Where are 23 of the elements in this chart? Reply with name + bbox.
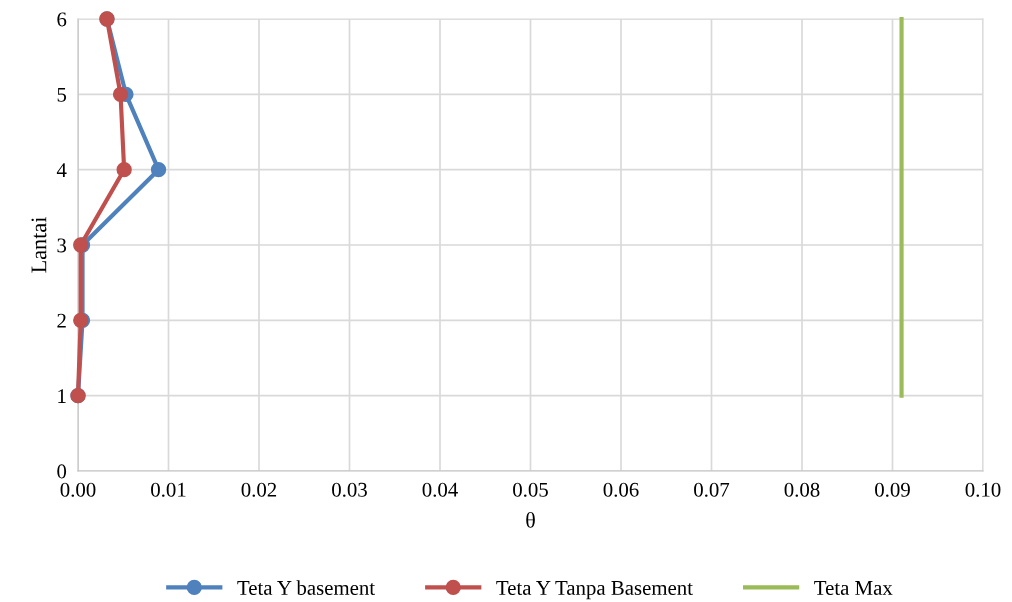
y-tick-label: 6 <box>57 12 67 27</box>
x-tick-label: 0.06 <box>603 482 639 497</box>
y-tick-label: 2 <box>57 313 66 328</box>
x-axis-title: θ <box>526 512 535 528</box>
y-axis-title: Lantai <box>31 217 47 273</box>
legend-label: Teta Max <box>814 581 893 595</box>
x-tick-label: 0.02 <box>241 482 277 497</box>
legend-label: Teta Y Tanpa Basement <box>496 581 693 600</box>
y-tick-label: 1 <box>58 389 66 403</box>
x-tick-label: 0.04 <box>422 482 458 497</box>
y-tick-label: 3 <box>57 238 67 253</box>
x-tick-label: 0.07 <box>694 482 730 497</box>
y-tick-label: 5 <box>57 87 67 102</box>
x-tick-label: 0.09 <box>875 482 910 497</box>
x-tick-label: 0.01 <box>151 482 186 497</box>
x-tick-label: 0.10 <box>965 482 1001 497</box>
y-tick-label: 4 <box>56 163 67 177</box>
x-tick-label: 0.05 <box>513 482 548 497</box>
x-tick-label: 0.08 <box>784 482 820 497</box>
legend-label: Teta Y basement <box>237 580 375 595</box>
y-tick-label: 0 <box>57 464 67 479</box>
x-tick-label: 0.00 <box>60 482 96 497</box>
x-tick-label: 0.03 <box>332 482 367 497</box>
